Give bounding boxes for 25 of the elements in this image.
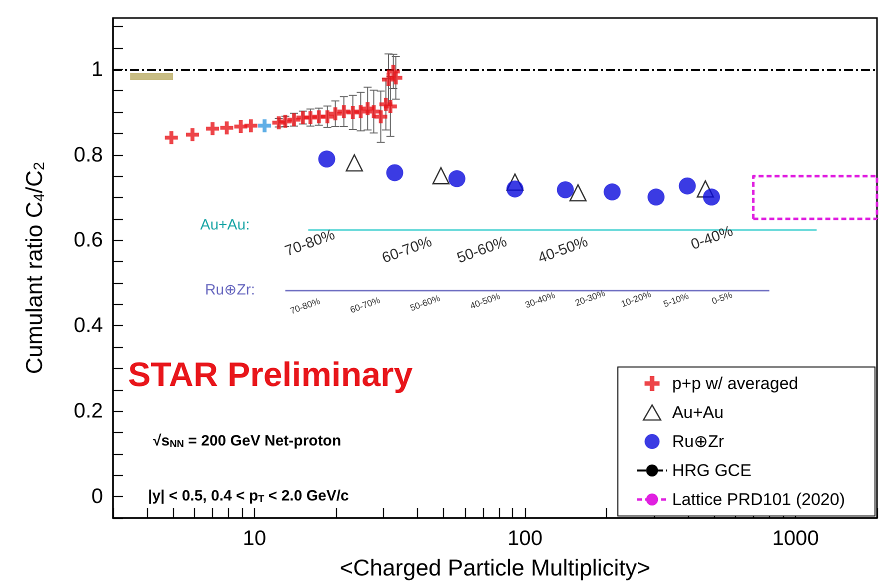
y-axis-title: Cumulant ratio C4/C2 xyxy=(20,162,48,374)
y-tick-label: 0.6 xyxy=(74,228,103,252)
annotation: 40-50% xyxy=(468,290,502,312)
legend-label: Lattice PRD101 (2020) xyxy=(672,490,846,509)
annotation: STAR Preliminary xyxy=(128,356,413,394)
annotation: 0-5% xyxy=(710,290,734,306)
annotation: 40-50% xyxy=(536,233,590,267)
x-tick-label: 10 xyxy=(242,527,266,550)
annotation: Ru⊕Zr: xyxy=(204,282,256,298)
y-tick-label: 0.4 xyxy=(74,314,104,338)
legend-label: Ru⊕Zr xyxy=(672,432,724,451)
x-tick-label: 100 xyxy=(507,527,543,550)
annotation: Au+Au: xyxy=(200,216,250,234)
legend-label: Au+Au xyxy=(672,403,724,422)
annotation: 60-70% xyxy=(380,233,434,267)
x-tick-label: 1000 xyxy=(772,527,819,550)
y-tick-label: 0 xyxy=(91,485,103,508)
annotation: 0-40% xyxy=(688,222,736,254)
y-tick-label: 1 xyxy=(91,58,103,81)
y-tick-label: 0.8 xyxy=(74,143,103,166)
annotation: 5-10% xyxy=(662,290,690,310)
x-axis-title: <Charged Particle Multiplicity> xyxy=(340,554,650,580)
legend-label: p+p w/ averaged xyxy=(672,374,798,393)
y-tick-label: 0.2 xyxy=(74,400,103,423)
legend-label: HRG GCE xyxy=(672,461,752,480)
